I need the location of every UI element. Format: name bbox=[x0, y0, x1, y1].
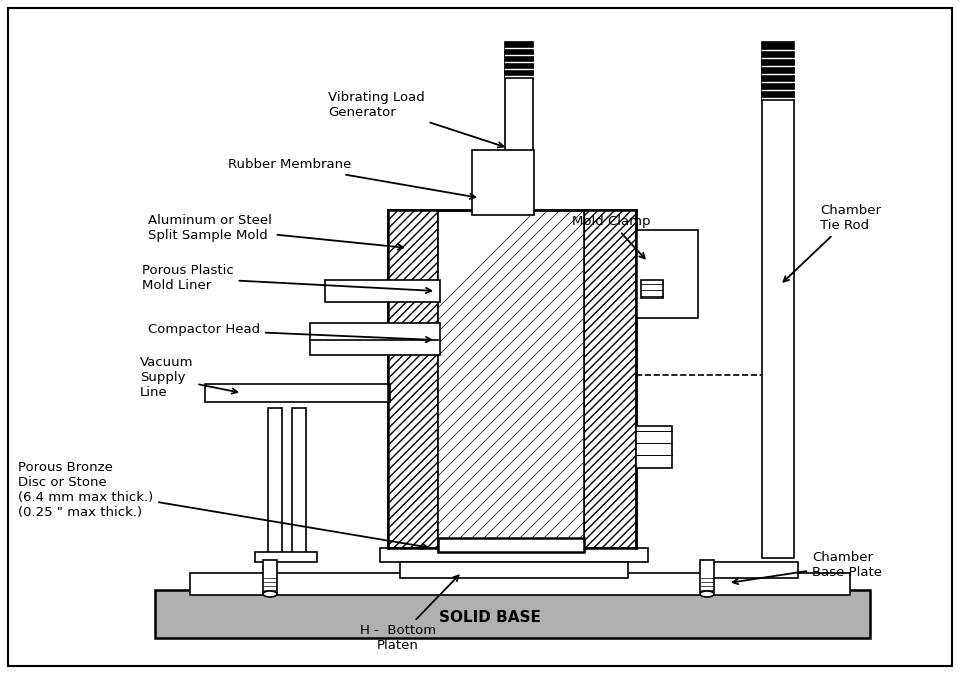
Bar bbox=[155, 590, 870, 638]
Text: SOLID BASE: SOLID BASE bbox=[439, 611, 540, 625]
Bar bbox=[762, 42, 794, 100]
Bar bbox=[438, 213, 584, 545]
Text: Chamber
Tie Rod: Chamber Tie Rod bbox=[783, 204, 881, 282]
Bar bbox=[584, 210, 636, 548]
Text: Chamber
Base Plate: Chamber Base Plate bbox=[732, 551, 882, 584]
Bar bbox=[263, 560, 277, 592]
Bar bbox=[380, 548, 648, 562]
Text: Porous Plastic
Mold Liner: Porous Plastic Mold Liner bbox=[142, 264, 431, 293]
Bar bbox=[400, 562, 628, 578]
Text: Compactor Head: Compactor Head bbox=[148, 324, 431, 342]
Bar bbox=[205, 384, 390, 402]
Bar bbox=[388, 210, 438, 548]
Text: Aluminum or Steel
Split Sample Mold: Aluminum or Steel Split Sample Mold bbox=[148, 214, 403, 249]
Bar bbox=[190, 573, 850, 595]
Bar bbox=[700, 560, 714, 592]
Bar bbox=[438, 538, 584, 552]
Bar bbox=[708, 562, 798, 578]
Bar bbox=[505, 52, 533, 210]
Bar bbox=[310, 323, 440, 355]
Ellipse shape bbox=[700, 591, 714, 597]
Ellipse shape bbox=[263, 591, 277, 597]
Text: Vacuum
Supply
Line: Vacuum Supply Line bbox=[140, 357, 237, 400]
Bar bbox=[268, 408, 282, 560]
Text: Vibrating Load
Generator: Vibrating Load Generator bbox=[328, 91, 503, 148]
Bar bbox=[255, 552, 317, 562]
Bar bbox=[505, 42, 533, 78]
Bar bbox=[636, 230, 698, 318]
Text: Mold Clamp: Mold Clamp bbox=[572, 216, 651, 258]
Bar bbox=[388, 210, 636, 548]
Text: Porous Bronze
Disc or Stone
(6.4 mm max thick.)
(0.25 " max thick.): Porous Bronze Disc or Stone (6.4 mm max … bbox=[18, 461, 427, 549]
Bar bbox=[325, 280, 440, 302]
Bar bbox=[292, 408, 306, 560]
Bar bbox=[641, 280, 663, 298]
Bar bbox=[762, 58, 794, 558]
Bar bbox=[636, 426, 672, 468]
Text: Rubber Membrane: Rubber Membrane bbox=[228, 158, 475, 199]
Text: H -  Bottom
Platen: H - Bottom Platen bbox=[360, 576, 459, 652]
Bar bbox=[472, 150, 534, 215]
